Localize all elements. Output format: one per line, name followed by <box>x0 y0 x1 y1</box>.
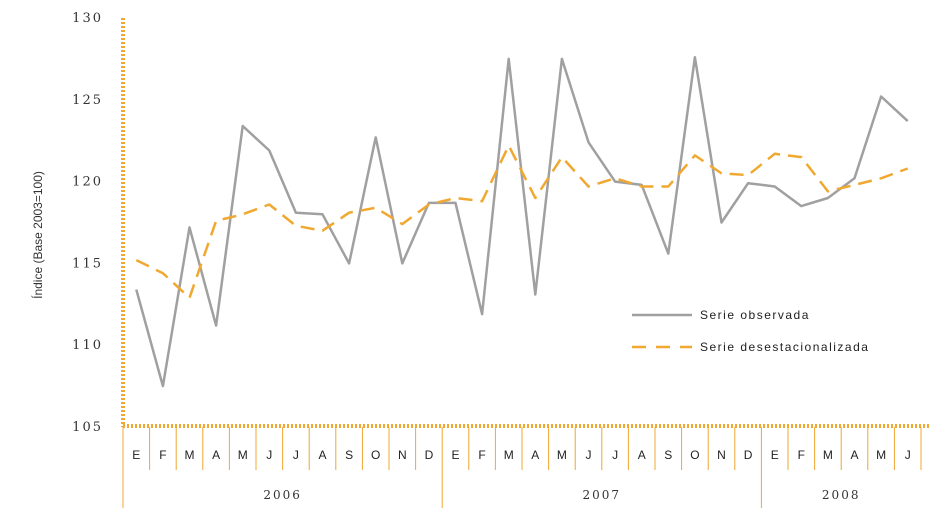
legend: Serie observada Serie desestacionalizada <box>632 308 869 354</box>
x-tick-label: J <box>612 448 618 462</box>
x-tick-label: J <box>293 448 299 462</box>
x-tick-label: J <box>266 448 272 462</box>
x-tick-label: J <box>586 448 592 462</box>
x-tick-label: F <box>478 448 485 462</box>
x-tick-label: F <box>159 448 166 462</box>
year-label: 2006 <box>263 488 302 502</box>
x-tick-label: O <box>690 448 699 462</box>
y-tick-label: 110 <box>72 338 103 353</box>
y-tick-label: 130 <box>72 11 103 26</box>
x-tick-label: D <box>425 448 434 462</box>
y-tick-label: 125 <box>72 93 103 108</box>
x-tick-label: E <box>132 448 140 462</box>
x-tick-label: S <box>664 448 672 462</box>
x-tick-label: A <box>212 448 220 462</box>
x-tick-label: E <box>451 448 459 462</box>
x-axis-years: 2006 2007 2008 <box>122 470 861 508</box>
y-tick-label: 105 <box>72 420 103 435</box>
x-tick-label: M <box>185 448 195 462</box>
x-tick-label: M <box>876 448 886 462</box>
year-label: 2008 <box>822 488 861 502</box>
x-tick-label: N <box>717 448 726 462</box>
x-tick-label: M <box>238 448 248 462</box>
x-tick-label: A <box>531 448 539 462</box>
series-lines <box>135 56 909 388</box>
series-line <box>135 56 909 388</box>
x-tick-label: A <box>850 448 858 462</box>
x-tick-label: D <box>744 448 753 462</box>
x-tick-label: F <box>798 448 805 462</box>
x-tick-label: E <box>771 448 779 462</box>
x-tick-label: M <box>823 448 833 462</box>
x-tick-label: J <box>905 448 911 462</box>
x-tick-label: N <box>398 448 407 462</box>
year-label: 2007 <box>583 488 622 502</box>
y-axis-label: Índice (Base 2003=100) <box>30 171 45 299</box>
x-tick-label: A <box>318 448 326 462</box>
x-tick-label: S <box>345 448 353 462</box>
y-tick-label: 120 <box>72 175 103 190</box>
legend-label: Serie observada <box>700 308 810 322</box>
y-axis-title: Índice (Base 2003=100) <box>30 171 45 299</box>
x-tick-label: A <box>638 448 646 462</box>
legend-label: Serie desestacionalizada <box>700 340 869 354</box>
x-tick-label: O <box>371 448 380 462</box>
y-tick-label: 115 <box>72 256 103 271</box>
series-line <box>135 144 909 300</box>
x-tick-label: M <box>504 448 514 462</box>
x-tick-label: M <box>557 448 567 462</box>
axes <box>121 18 929 428</box>
y-axis-ticks: 105 110 115 120 125 130 <box>72 11 103 435</box>
